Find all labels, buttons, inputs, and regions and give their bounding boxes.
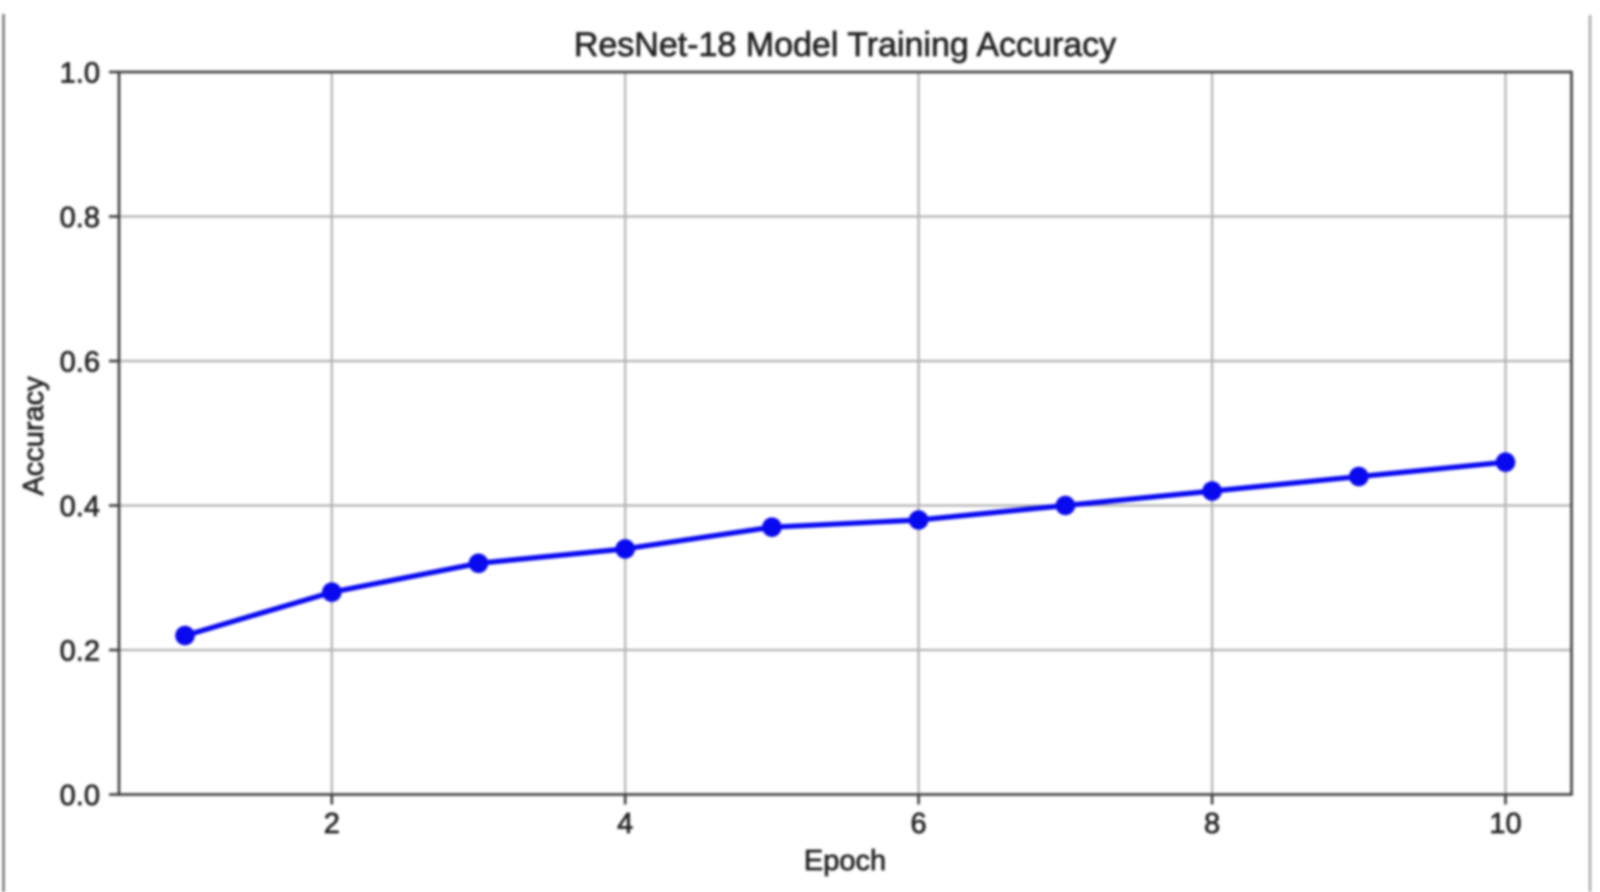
svg-text:0.6: 0.6 [60, 347, 100, 379]
svg-text:Epoch: Epoch [804, 845, 886, 877]
svg-text:Accuracy: Accuracy [18, 376, 50, 496]
svg-text:4: 4 [617, 808, 633, 840]
svg-text:2: 2 [324, 808, 340, 840]
svg-text:0.8: 0.8 [60, 202, 100, 234]
svg-text:10: 10 [1489, 808, 1521, 840]
svg-text:0.2: 0.2 [60, 636, 100, 668]
svg-text:1.0: 1.0 [60, 58, 100, 90]
svg-text:ResNet-18 Model Training Accur: ResNet-18 Model Training Accuracy [574, 26, 1116, 64]
svg-text:0.0: 0.0 [60, 780, 100, 812]
svg-text:8: 8 [1204, 808, 1220, 840]
svg-text:0.4: 0.4 [60, 491, 100, 523]
svg-text:6: 6 [911, 808, 927, 840]
